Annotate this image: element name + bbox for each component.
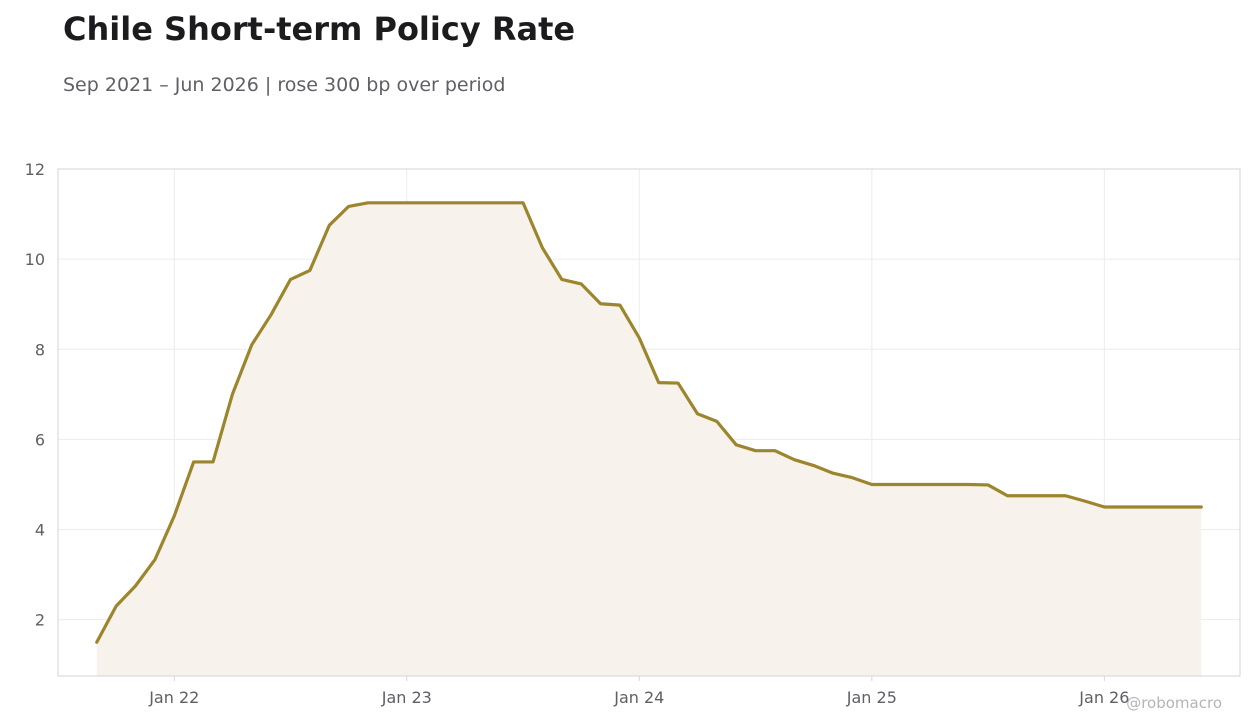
plot-border xyxy=(57,168,1241,677)
x-tick-label: Jan 26 xyxy=(1078,688,1129,707)
y-tick-label: 2 xyxy=(35,611,45,630)
y-tick-label: 8 xyxy=(35,340,45,359)
rate-line xyxy=(95,201,1203,644)
y-tick-label: 6 xyxy=(35,430,45,449)
x-tick-label: Jan 24 xyxy=(613,688,664,707)
plot-frame xyxy=(57,168,1241,681)
rate-area-fill xyxy=(96,202,1202,677)
tick-labels: 2 4 6 8 10 12 Jan 22 Jan 23 Jan 24 Jan 25 Jan 26 xyxy=(25,160,1130,707)
y-tick-label: 10 xyxy=(25,250,45,269)
x-tick-label: Jan 23 xyxy=(381,688,432,707)
y-tick-label: 12 xyxy=(25,160,45,179)
watermark: @robomacro xyxy=(1126,694,1222,712)
page-title: Chile Short-term Policy Rate xyxy=(63,10,576,48)
x-tick-label: Jan 25 xyxy=(846,688,897,707)
y-tick-label: 4 xyxy=(35,521,45,540)
x-tick-label: Jan 22 xyxy=(148,688,199,707)
area-layer xyxy=(95,201,1203,677)
page-subtitle: Sep 2021 – Jun 2026 | rose 300 bp over p… xyxy=(63,74,506,96)
